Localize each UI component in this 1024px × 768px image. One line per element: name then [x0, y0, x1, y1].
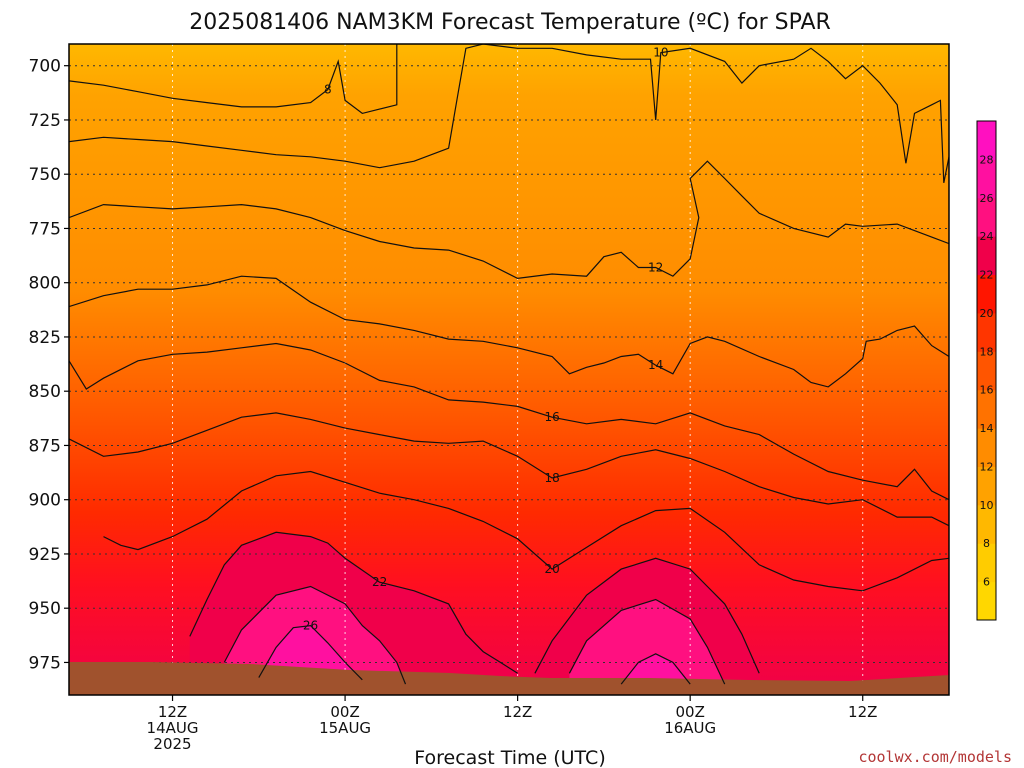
x-tick-label-32-0: 12Z [503, 703, 532, 721]
y-tick-label-750: 750 [29, 165, 61, 185]
isotherm-22-7 [189, 531, 518, 674]
colorbar-swatch-16 [977, 351, 996, 391]
colorbar-label-20: 20 [980, 307, 994, 320]
colorbar-swatch-24 [977, 197, 996, 237]
x-axis-label: Forecast Time (UTC) [414, 747, 605, 768]
y-tick-label-700: 700 [29, 57, 61, 77]
y-tick-label-900: 900 [29, 491, 61, 511]
isotherm-18-5 [69, 412, 949, 527]
colorbar-label-22: 22 [980, 269, 994, 282]
y-tick-label-950: 950 [29, 599, 61, 619]
isotherm-label-26-11: 26 [303, 619, 318, 633]
colorbar-swatch-26 [977, 159, 996, 199]
colorbar-label-12: 12 [980, 460, 994, 473]
x-tick-label-12-1: 14AUG [147, 719, 199, 737]
colorbar-swatch-4 [977, 581, 996, 621]
isotherm-label-10-1: 10 [653, 46, 668, 60]
y-tick-label-850: 850 [29, 382, 61, 402]
isotherm-label-8-0: 8 [324, 83, 332, 97]
colorbar-swatch-10 [977, 466, 996, 506]
colorbar-swatch-14 [977, 389, 996, 429]
isotherm-24-10 [568, 598, 726, 685]
isotherm-lines [69, 44, 949, 685]
terrain-surface [69, 662, 949, 695]
colorbar-swatch-8 [977, 504, 996, 544]
isotherm-12-2 [69, 160, 949, 280]
colorbar-label-28: 28 [980, 153, 994, 166]
colorbar-swatch-18 [977, 312, 996, 352]
colorbar-label-8: 8 [983, 537, 990, 550]
y-axis: 700 725 750 775 800 825 850 875 900 925 950 975 [29, 57, 69, 673]
isotherm-16-4 [69, 342, 949, 501]
isotherm-10-1 [69, 44, 949, 184]
isotherm-26-11 [258, 624, 363, 681]
band-fill-24-10 [569, 599, 725, 695]
isotherm-label-22-7: 22 [372, 575, 387, 589]
colorbar-label-10: 10 [980, 499, 994, 512]
x-tick-label-52-0: 12Z [848, 703, 877, 721]
isotherm-22-8 [534, 557, 760, 674]
isotherm-label-14-3: 14 [648, 358, 663, 372]
isotherm-label-16-4: 16 [544, 410, 559, 424]
isotherm-label-18-5: 18 [544, 471, 559, 485]
x-tick-label-22-1: 15AUG [319, 719, 371, 737]
y-tick-label-975: 975 [29, 653, 61, 673]
isotherm-26-12 [620, 653, 691, 685]
isotherm-label-20-6: 20 [544, 562, 559, 576]
isotherm-8-0 [69, 44, 398, 115]
isotherm-labels: 8 10 12 14 16 18 20 22 26 [303, 46, 669, 633]
colorbar-label-18: 18 [980, 345, 994, 358]
y-tick-label-775: 775 [29, 219, 61, 239]
y-tick-label-875: 875 [29, 436, 61, 456]
colorbar-label-16: 16 [980, 384, 994, 397]
isotherm-20-6 [103, 470, 949, 592]
plot-frame [68, 43, 950, 696]
colorbar-frame [976, 120, 997, 621]
y-tick-label-925: 925 [29, 545, 61, 565]
isotherm-24-9 [223, 585, 407, 685]
colorbar-swatch-6 [977, 543, 996, 583]
credit-text: coolwx.com/models [858, 748, 1012, 766]
colorbar-swatch-20 [977, 274, 996, 314]
isotherm-label-12-2: 12 [648, 261, 663, 275]
x-tick-label-42-0: 00Z [675, 703, 704, 721]
colorbar-swatch-22 [977, 236, 996, 276]
colorbar-label-24: 24 [980, 230, 994, 243]
colorbar-swatch-12 [977, 428, 996, 467]
colorbar-swatch-28 [977, 121, 996, 160]
isotherm-14-3 [69, 275, 949, 388]
x-tick-label-42-1: 16AUG [664, 719, 716, 737]
colorbar-legend: 6 8 10 12 14 16 18 20 22 24 26 28 [976, 120, 997, 621]
plot-background [69, 44, 949, 695]
colorbar-label-6: 6 [983, 576, 990, 589]
x-tick-label-12-0: 12Z [158, 703, 187, 721]
chart-title: 2025081406 NAM3KM Forecast Temperature (… [189, 10, 831, 35]
x-tick-label-12-2: 2025 [153, 735, 191, 753]
colorbar-label-14: 14 [980, 422, 994, 435]
y-tick-label-800: 800 [29, 274, 61, 294]
y-tick-label-725: 725 [29, 111, 61, 131]
colorbar-label-26: 26 [980, 192, 994, 205]
y-tick-label-825: 825 [29, 328, 61, 348]
x-tick-label-22-0: 00Z [330, 703, 359, 721]
